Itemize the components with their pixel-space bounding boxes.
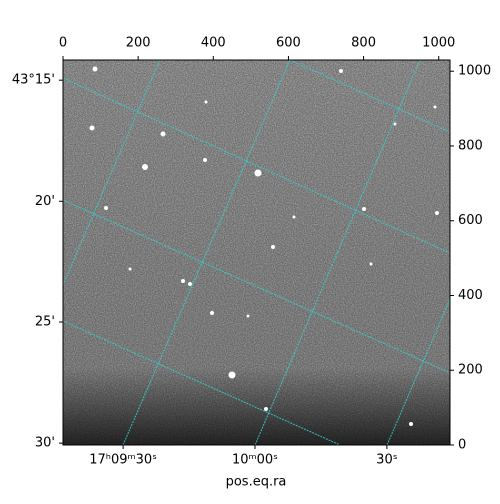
- right-tick-label: 1000: [458, 64, 491, 79]
- right-tick-label: 200: [458, 363, 483, 378]
- stars: [89, 66, 439, 426]
- dec-tick-label: 30': [35, 436, 55, 451]
- right-tick-label: 0: [458, 438, 466, 453]
- dec-tick-label: 20': [35, 194, 55, 209]
- dec-tick-label: 43°15': [12, 73, 55, 88]
- dec-tick-label: 25': [35, 315, 55, 330]
- x-axis-label: pos.eq.ra: [226, 475, 287, 490]
- top-tick-label: 200: [126, 36, 151, 51]
- right-tick-label: 800: [458, 138, 483, 153]
- frame: [62, 59, 451, 446]
- top-tick-label: 1000: [422, 36, 455, 51]
- ra-tick-label: 10ᵐ00ˢ: [232, 453, 278, 468]
- ra-tick-label: 30ˢ: [376, 453, 398, 468]
- axes: 0 200 400 600 800 1000 0 200 400 600 800 1000 43°15'…: [12, 36, 491, 468]
- ra-tick-label: 17ʰ09ᵐ30ˢ: [89, 453, 157, 468]
- coordinate-grid: [63, 60, 450, 445]
- top-tick-label: 0: [59, 36, 67, 51]
- top-tick-label: 600: [276, 36, 301, 51]
- top-tick-label: 800: [351, 36, 376, 51]
- sky-image: [63, 60, 450, 445]
- top-tick-label: 400: [201, 36, 226, 51]
- right-tick-label: 600: [458, 213, 483, 228]
- right-tick-label: 400: [458, 288, 483, 303]
